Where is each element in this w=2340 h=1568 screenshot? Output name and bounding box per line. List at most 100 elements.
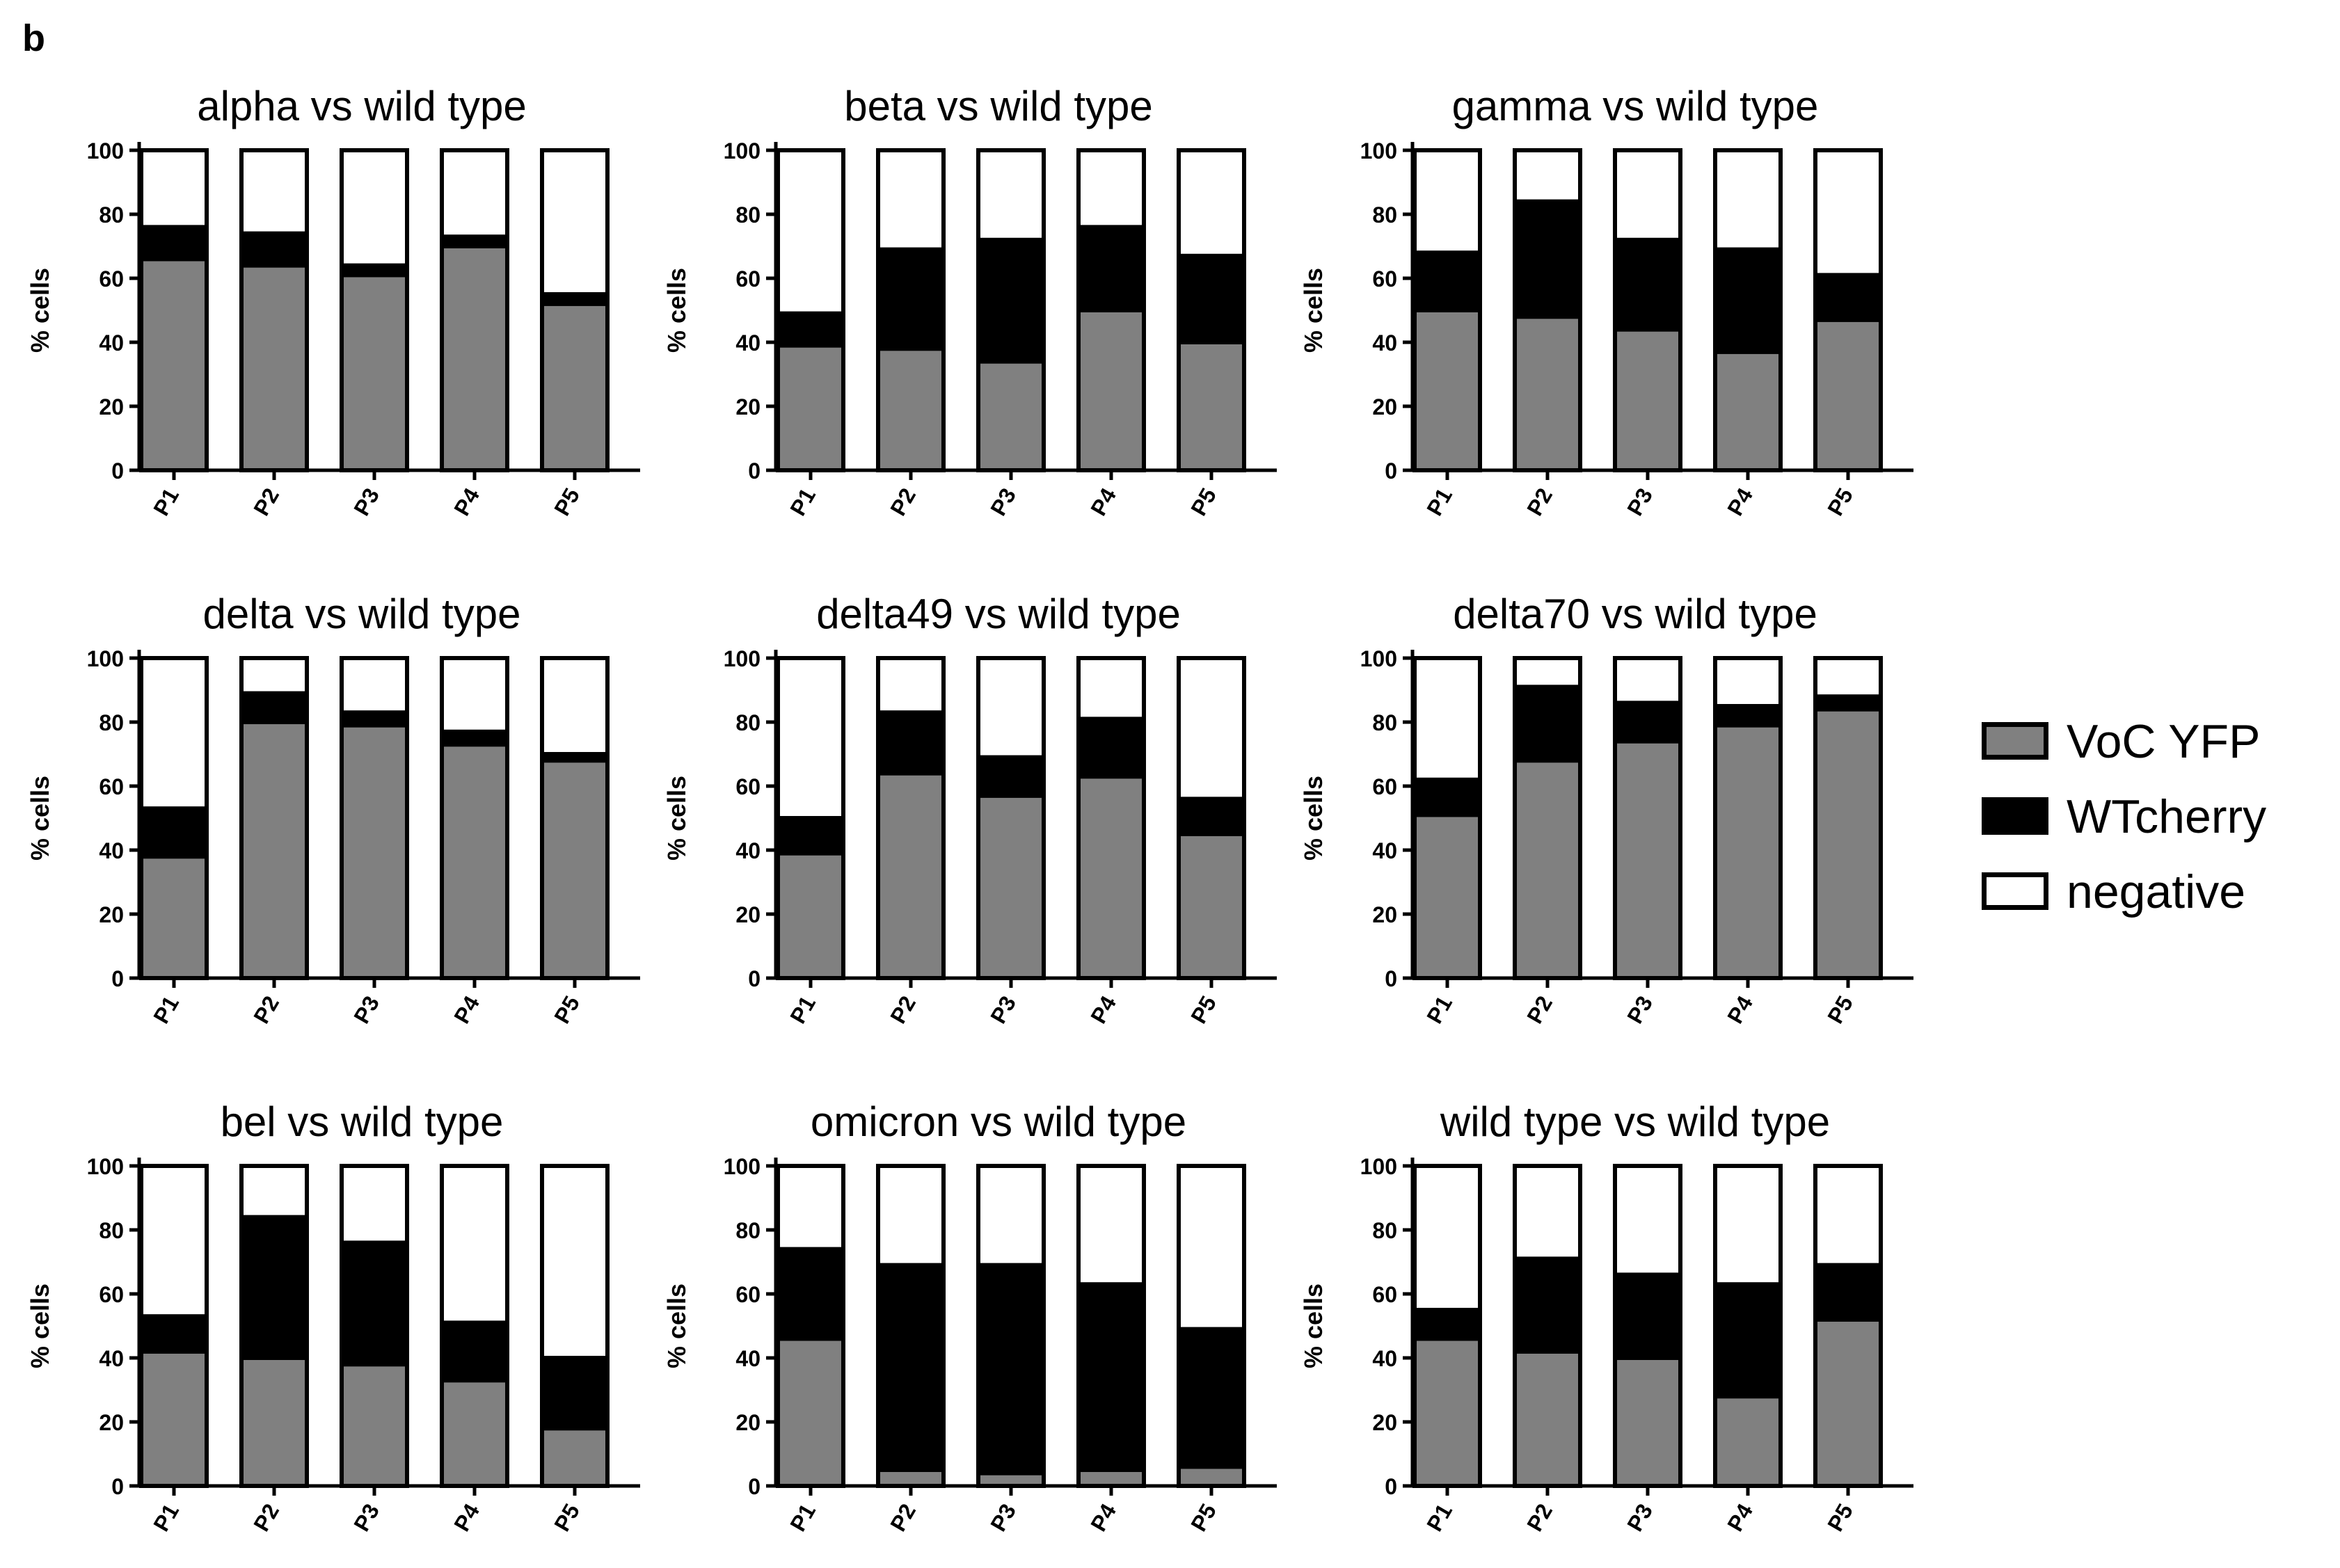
bar-p2-wtcherry — [1513, 685, 1582, 763]
bar-p5-voc-yfp — [1177, 832, 1246, 980]
y-axis-label: % cells — [1299, 268, 1328, 353]
x-tick-label: P1 — [785, 992, 820, 1028]
bar-p2-voc-yfp — [876, 771, 946, 980]
x-tick-label: P2 — [1522, 992, 1557, 1028]
y-tick-label: 80 — [735, 202, 761, 227]
x-tick-label: P2 — [1522, 1500, 1557, 1536]
legend-item-wtcherry: WTcherry — [1982, 789, 2316, 864]
x-tick-label: P3 — [985, 992, 1021, 1028]
bar-p3-negative — [976, 1164, 1046, 1267]
bar-p5-negative — [1813, 1164, 1883, 1267]
bar-p4-voc-yfp — [440, 1378, 509, 1488]
x-tick-label: P1 — [785, 1500, 820, 1536]
y-tick-label: 100 — [87, 1154, 124, 1179]
x-tick-label: P4 — [1722, 483, 1758, 520]
bar-p2-voc-yfp — [876, 346, 946, 473]
y-tick-label: 0 — [1385, 1474, 1397, 1499]
x-tick-label: P5 — [1186, 484, 1221, 520]
bar-p4-negative — [1076, 656, 1146, 721]
bar-p3-voc-yfp — [340, 273, 409, 472]
bar-p2-negative — [876, 1164, 946, 1267]
chart-title: alpha vs wild type — [197, 83, 527, 129]
bar-p3-wtcherry — [1613, 1272, 1682, 1361]
legend-label-wtcherry: WTcherry — [2067, 790, 2267, 843]
bar-p4-negative — [1713, 656, 1783, 708]
x-tick-label: P2 — [248, 992, 284, 1028]
y-tick-label: 40 — [99, 838, 124, 863]
bar-p2-wtcherry — [1513, 1256, 1582, 1354]
bar-p3-wtcherry — [976, 755, 1046, 798]
x-tick-label: P5 — [1186, 1500, 1221, 1536]
bar-p1-wtcherry — [776, 1247, 845, 1341]
bar-p1-negative — [776, 656, 845, 820]
x-tick-label: P4 — [449, 483, 484, 520]
bar-p5-negative — [1813, 656, 1883, 699]
legend-item-negative: negative — [1982, 864, 2316, 939]
y-tick-label: 20 — [1372, 902, 1397, 927]
x-tick-label: P2 — [885, 992, 921, 1028]
bar-p5-voc-yfp — [1813, 707, 1883, 980]
y-axis-label: % cells — [662, 268, 691, 353]
bar-p5-negative — [540, 148, 610, 296]
x-tick-label: P3 — [1622, 1500, 1657, 1536]
legend-swatch-negative — [1982, 872, 2048, 910]
bar-p2-voc-yfp — [239, 1356, 309, 1488]
legend-swatch-voc-yfp — [1982, 722, 2048, 760]
y-tick-label: 0 — [1385, 458, 1397, 483]
y-tick-label: 40 — [1372, 1346, 1397, 1371]
bar-p1-negative — [1412, 148, 1482, 255]
x-tick-label: P3 — [1622, 992, 1657, 1028]
bar-p2-wtcherry — [239, 1215, 309, 1360]
bar-p5-wtcherry — [1813, 273, 1883, 322]
x-tick-label: P3 — [1622, 484, 1657, 520]
y-axis-label: % cells — [1299, 1283, 1328, 1368]
bar-p3-wtcherry — [1613, 701, 1682, 744]
bar-p1-negative — [139, 1164, 209, 1319]
bar-p2-voc-yfp — [1513, 1349, 1582, 1489]
chart-title: delta vs wild type — [203, 591, 521, 637]
y-tick-label: 40 — [99, 330, 124, 355]
y-axis-label: % cells — [662, 776, 691, 861]
x-tick-label: P2 — [885, 484, 921, 520]
bar-p1-negative — [1412, 1164, 1482, 1312]
y-tick-label: 40 — [1372, 330, 1397, 355]
chart-gamma-vs-wild-type: gamma vs wild type % cells 0 20 40 60 80 100 P1 P… — [1299, 83, 1913, 520]
x-tick-label: P3 — [349, 992, 384, 1028]
legend-swatch-wtcherry — [1982, 797, 2048, 835]
bar-p3-negative — [976, 148, 1046, 242]
bar-p3-wtcherry — [340, 1240, 409, 1367]
chart-title: delta70 vs wild type — [1453, 591, 1817, 637]
bar-p2-voc-yfp — [876, 1468, 946, 1488]
x-tick-label: P2 — [248, 1500, 284, 1536]
x-tick-label: P2 — [1522, 484, 1557, 520]
chart-bel-vs-wild-type: bel vs wild type % cells 0 20 40 60 80 100 P1 P2 P… — [26, 1098, 640, 1535]
bar-p5-wtcherry — [1177, 1327, 1246, 1469]
bar-p4-wtcherry — [1076, 717, 1146, 779]
bar-p4-voc-yfp — [1713, 349, 1783, 472]
bar-p3-voc-yfp — [976, 359, 1046, 472]
x-tick-label: P1 — [148, 484, 184, 520]
y-tick-label: 0 — [748, 1474, 761, 1499]
x-tick-label: P5 — [1822, 1500, 1858, 1536]
y-tick-label: 100 — [724, 646, 761, 671]
y-tick-label: 80 — [99, 202, 124, 227]
bar-p3-wtcherry — [1613, 237, 1682, 332]
bar-p2-voc-yfp — [1513, 758, 1582, 980]
bar-p5-voc-yfp — [540, 301, 610, 472]
bar-p5-negative — [1813, 148, 1883, 278]
bar-p5-wtcherry — [1177, 797, 1246, 837]
bar-p5-negative — [540, 656, 610, 756]
bar-p4-voc-yfp — [440, 742, 509, 980]
x-tick-label: P5 — [549, 1500, 584, 1536]
bar-p2-negative — [239, 148, 309, 236]
bar-p1-voc-yfp — [776, 851, 845, 980]
bar-p5-negative — [1177, 148, 1246, 258]
bar-p2-voc-yfp — [239, 720, 309, 980]
chart-alpha-vs-wild-type: alpha vs wild type % cells 0 20 40 60 80 100 P1 P… — [26, 83, 640, 520]
bar-p1-voc-yfp — [776, 343, 845, 472]
x-tick-label: P1 — [148, 992, 184, 1028]
bar-p1-wtcherry — [776, 816, 845, 856]
y-tick-label: 40 — [735, 330, 761, 355]
chart-delta-vs-wild-type: delta vs wild type % cells 0 20 40 60 80 100 P1 P… — [26, 591, 640, 1027]
